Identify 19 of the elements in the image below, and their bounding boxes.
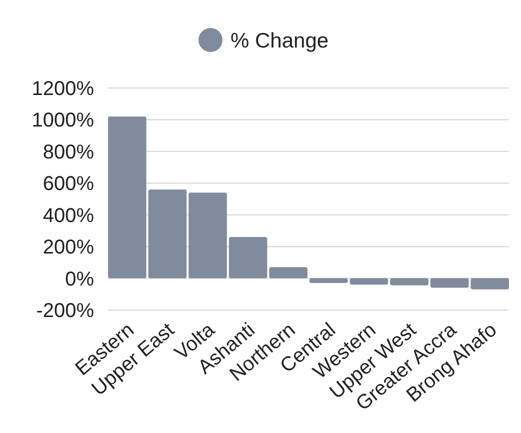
y-tick-label: 200% <box>42 236 94 259</box>
bar <box>188 192 227 278</box>
legend-label: % Change <box>230 29 329 52</box>
bar <box>108 116 146 278</box>
y-tick-label: -200% <box>36 300 94 322</box>
y-tick-label: 1200% <box>32 78 94 100</box>
y-tick-label: 600% <box>42 173 94 196</box>
bar <box>470 278 509 290</box>
bar <box>310 278 348 284</box>
bar <box>390 278 428 286</box>
bar <box>228 237 268 278</box>
y-tick-label: 400% <box>42 204 94 227</box>
bar <box>350 278 388 285</box>
y-tick-label: 0% <box>65 268 94 290</box>
bar <box>269 267 308 278</box>
bar <box>430 278 469 288</box>
bar <box>148 189 187 278</box>
y-tick-label: 800% <box>42 141 94 164</box>
y-tick-label: 1000% <box>32 110 94 132</box>
